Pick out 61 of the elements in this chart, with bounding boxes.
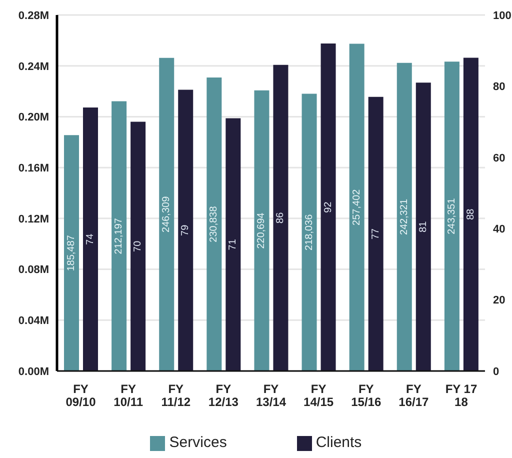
bar — [396, 62, 412, 371]
bar — [416, 82, 431, 371]
bar — [463, 58, 478, 371]
y-tick-label: 0.24M — [18, 60, 49, 73]
y2-tick-label: 60 — [493, 152, 506, 164]
data-label: 70 — [132, 240, 144, 252]
data-label: 79 — [180, 224, 192, 236]
y-tick-label: 0.20M — [18, 112, 49, 124]
bar — [368, 96, 384, 371]
x-tick-label: FY 14/15 — [304, 382, 334, 409]
legend-label: Clients — [316, 434, 362, 451]
y-tick-label: 0.28M — [18, 10, 49, 22]
data-label: 185,487 — [66, 234, 77, 272]
data-label: 218,036 — [304, 214, 315, 250]
data-label: 86 — [275, 212, 286, 224]
bar — [159, 58, 174, 371]
bar — [178, 90, 194, 371]
x-tick-label: FY 09/10 — [66, 382, 96, 409]
y2-tick-label: 80 — [493, 81, 506, 94]
y-tick-label: 0.00M — [18, 366, 49, 378]
legend-label: Services — [169, 434, 227, 451]
x-tick-label: FY 12/13 — [208, 382, 239, 409]
bar — [226, 118, 241, 371]
y2-tick-label: 40 — [493, 224, 506, 236]
y2-tick-label: 20 — [493, 294, 506, 307]
bar — [130, 122, 146, 371]
bar — [320, 43, 336, 371]
bar — [444, 62, 460, 371]
bar — [206, 78, 222, 371]
x-tick-label: FY 11/12 — [161, 382, 191, 409]
x-tick-label: FY 17 18 — [445, 382, 478, 409]
data-label: 230,838 — [208, 206, 220, 242]
bar — [64, 135, 79, 371]
x-tick-label: FY 13/14 — [256, 382, 286, 409]
bar — [112, 101, 127, 371]
bar — [273, 64, 288, 371]
x-tick-label: FY 10/11 — [114, 382, 144, 409]
data-label: 71 — [228, 238, 239, 250]
bar — [83, 108, 98, 371]
data-label: 242,321 — [398, 198, 410, 236]
data-label: 88 — [465, 208, 476, 220]
y-tick-label: 0.04M — [18, 315, 49, 328]
bar — [302, 94, 317, 371]
data-label: 243,351 — [446, 198, 458, 234]
y-tick-label: 0.12M — [18, 213, 49, 226]
data-label: 212,197 — [114, 218, 125, 254]
data-label: 246,309 — [161, 196, 172, 232]
data-label: 220,694 — [256, 212, 268, 249]
data-label: 74 — [85, 233, 96, 245]
data-label: 257,402 — [351, 188, 362, 226]
bar — [349, 44, 364, 371]
data-label: 92 — [322, 201, 334, 213]
data-label: 81 — [418, 220, 429, 232]
y-tick-label: 0.08M — [18, 264, 49, 276]
x-tick-label: FY 16/17 — [398, 382, 430, 409]
y-tick-label: 0.16M — [18, 162, 49, 174]
x-tick-label: FY 15/16 — [351, 382, 382, 409]
y2-tick-label: 0 — [493, 366, 500, 378]
bar — [254, 90, 270, 371]
y2-tick-label: 100 — [493, 10, 512, 22]
data-label: 77 — [370, 228, 382, 240]
